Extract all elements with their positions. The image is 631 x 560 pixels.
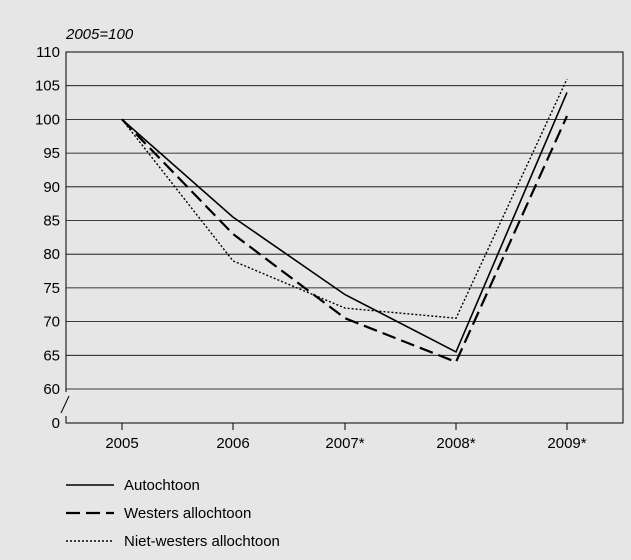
axis-break-mark [60, 395, 70, 414]
x-tick-label: 2006 [216, 435, 249, 452]
series-line-1 [121, 92, 568, 354]
legend-label-1: Autochtoon [124, 477, 200, 494]
x-tick-label: 2007* [325, 435, 364, 452]
y-tick-label: 65 [43, 347, 60, 364]
x-tick-label: 2005 [105, 435, 138, 452]
legend-label-2: Westers allochtoon [124, 505, 251, 522]
y-tick-label: 80 [43, 246, 60, 263]
y-tick-label: 95 [43, 145, 60, 162]
y-unit-label: 2005=100 [65, 26, 134, 43]
plot-area: 0 60 65 70 75 80 85 90 95 100 105 110 2005 2006 2007* 2… [35, 44, 624, 452]
y-tick-label: 70 [43, 314, 60, 331]
series-line-3 [121, 78, 568, 319]
x-tick-label: 2008* [436, 435, 475, 452]
legend: Autochtoon Westers allochtoon Niet-westers… [66, 477, 280, 550]
y-tick-label: 60 [43, 381, 60, 398]
y-tick-label: 0 [52, 415, 60, 432]
y-tick-label: 100 [35, 111, 60, 128]
y-tick-label: 75 [43, 280, 60, 297]
y-tick-label: 105 [35, 78, 60, 95]
y-tick-label: 110 [36, 44, 60, 61]
legend-label-3: Niet-westers allochtoon [124, 533, 280, 550]
series-line-2 [121, 115, 569, 364]
x-tick-label: 2009* [547, 435, 586, 452]
y-tick-label: 85 [43, 213, 60, 230]
y-tick-label: 90 [43, 179, 60, 196]
axis-break-gap [63, 392, 70, 416]
